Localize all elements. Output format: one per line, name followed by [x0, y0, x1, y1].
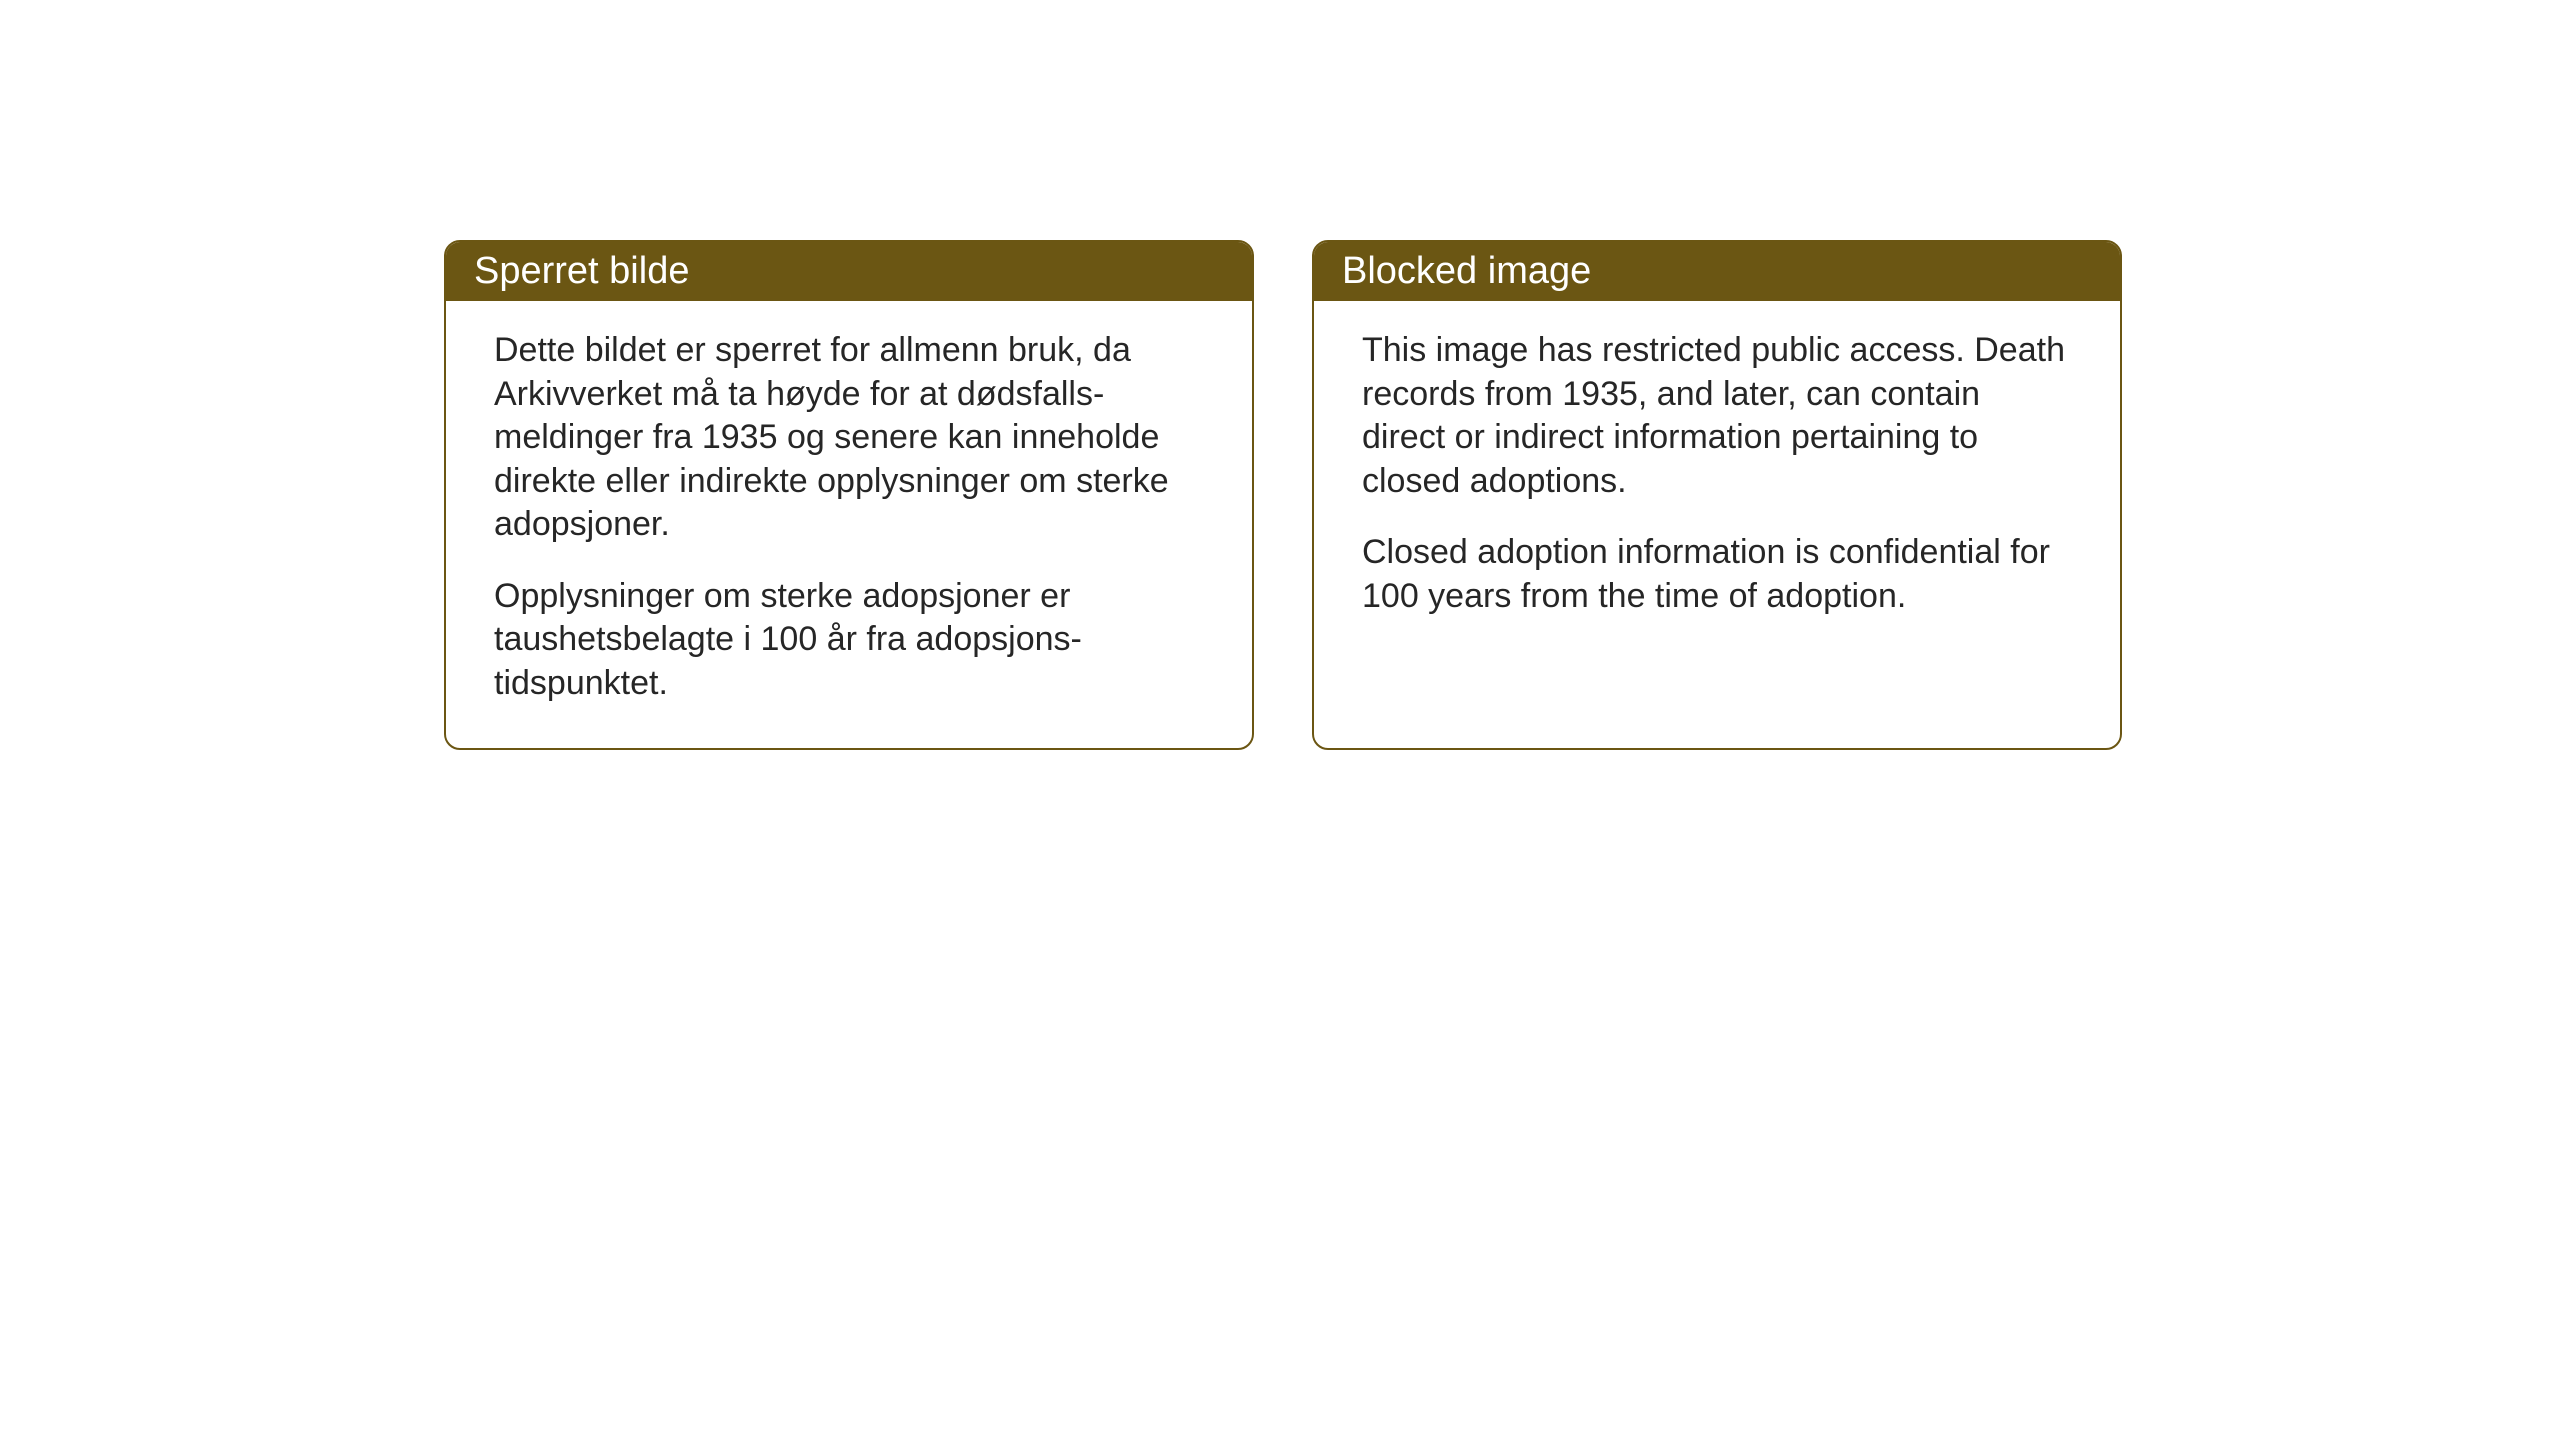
card-norwegian-title: Sperret bilde: [474, 250, 689, 292]
cards-container: Sperret bilde Dette bildet er sperret fo…: [444, 240, 2122, 750]
card-english-header: Blocked image: [1314, 242, 2120, 301]
card-norwegian: Sperret bilde Dette bildet er sperret fo…: [444, 240, 1254, 750]
card-english-title: Blocked image: [1342, 250, 1591, 292]
card-norwegian-body: Dette bildet er sperret for allmenn bruk…: [446, 301, 1252, 745]
card-english-body: This image has restricted public access.…: [1314, 301, 2120, 658]
card-norwegian-paragraph-2: Opplysninger om sterke adopsjoner er tau…: [494, 575, 1204, 706]
card-norwegian-paragraph-1: Dette bildet er sperret for allmenn bruk…: [494, 329, 1204, 547]
card-norwegian-header: Sperret bilde: [446, 242, 1252, 301]
card-english-paragraph-2: Closed adoption information is confident…: [1362, 531, 2072, 618]
card-english-paragraph-1: This image has restricted public access.…: [1362, 329, 2072, 503]
card-english: Blocked image This image has restricted …: [1312, 240, 2122, 750]
